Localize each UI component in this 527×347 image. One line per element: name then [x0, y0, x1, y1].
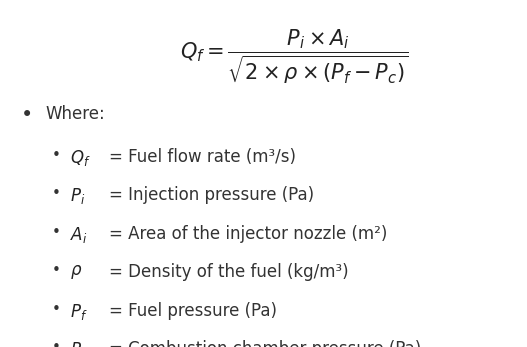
Text: $Q_f$: $Q_f$ — [70, 148, 91, 168]
Text: $Q_f = \dfrac{P_i \times A_i}{\sqrt{2 \times \rho \times (P_f - P_c)}}$: $Q_f = \dfrac{P_i \times A_i}{\sqrt{2 \t… — [180, 27, 409, 86]
Text: •: • — [52, 186, 61, 201]
Text: •: • — [52, 148, 61, 163]
Text: = Injection pressure (Pa): = Injection pressure (Pa) — [109, 186, 314, 204]
Text: = Density of the fuel (kg/m³): = Density of the fuel (kg/m³) — [109, 263, 348, 281]
Text: $P_f$: $P_f$ — [70, 302, 87, 322]
Text: Where:: Where: — [45, 105, 105, 124]
Text: = Area of the injector nozzle (m²): = Area of the injector nozzle (m²) — [109, 225, 387, 243]
Text: •: • — [52, 302, 61, 317]
Text: •: • — [52, 263, 61, 278]
Text: $P_i$: $P_i$ — [70, 186, 85, 206]
Text: = Fuel flow rate (m³/s): = Fuel flow rate (m³/s) — [109, 148, 296, 166]
Text: •: • — [21, 105, 33, 126]
Text: •: • — [52, 340, 61, 347]
Text: $P_c$: $P_c$ — [70, 340, 88, 347]
Text: $A_i$: $A_i$ — [70, 225, 87, 245]
Text: •: • — [52, 225, 61, 240]
Text: = Combustion chamber pressure (Pa): = Combustion chamber pressure (Pa) — [109, 340, 421, 347]
Text: = Fuel pressure (Pa): = Fuel pressure (Pa) — [109, 302, 277, 320]
Text: $\rho$: $\rho$ — [70, 263, 82, 281]
